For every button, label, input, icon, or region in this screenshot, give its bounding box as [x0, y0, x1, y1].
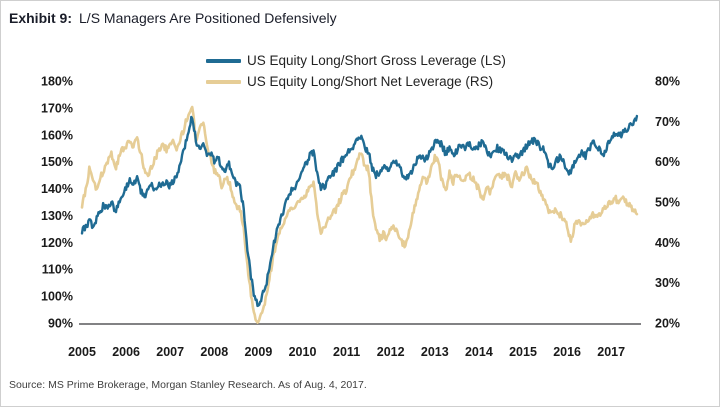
svg-text:160%: 160%	[41, 128, 73, 142]
svg-text:2017: 2017	[597, 345, 625, 359]
svg-text:2009: 2009	[244, 345, 272, 359]
svg-text:90%: 90%	[48, 317, 73, 331]
svg-text:2014: 2014	[465, 345, 493, 359]
legend-item-gross: US Equity Long/Short Gross Leverage (LS)	[206, 50, 506, 71]
svg-text:50%: 50%	[655, 196, 680, 210]
svg-text:2008: 2008	[200, 345, 228, 359]
svg-text:70%: 70%	[655, 115, 680, 129]
svg-text:130%: 130%	[41, 209, 73, 223]
chart-legend: US Equity Long/Short Gross Leverage (LS)…	[206, 50, 506, 92]
svg-text:2006: 2006	[112, 345, 140, 359]
legend-label-gross: US Equity Long/Short Gross Leverage (LS)	[247, 52, 506, 68]
page-title: Exhibit 9: L/S Managers Are Positioned De…	[9, 10, 337, 26]
svg-text:150%: 150%	[41, 155, 73, 169]
exhibit-label: Exhibit 9:	[9, 10, 73, 26]
svg-text:60%: 60%	[655, 155, 680, 169]
svg-text:170%: 170%	[41, 101, 73, 115]
svg-text:40%: 40%	[655, 236, 680, 250]
svg-text:2016: 2016	[553, 345, 581, 359]
svg-text:80%: 80%	[655, 75, 680, 89]
net-line-swatch	[206, 79, 241, 84]
source-note: Source: MS Prime Brokerage, Morgan Stanl…	[9, 379, 367, 391]
svg-text:20%: 20%	[655, 317, 680, 331]
svg-text:2015: 2015	[509, 345, 537, 359]
svg-text:140%: 140%	[41, 182, 73, 196]
svg-text:110%: 110%	[42, 263, 73, 277]
svg-text:30%: 30%	[655, 276, 680, 290]
legend-label-net: US Equity Long/Short Net Leverage (RS)	[247, 73, 494, 89]
svg-text:2007: 2007	[156, 345, 184, 359]
svg-text:180%: 180%	[41, 75, 73, 89]
gross-line-swatch	[206, 58, 241, 63]
svg-text:120%: 120%	[41, 236, 73, 250]
legend-item-net: US Equity Long/Short Net Leverage (RS)	[206, 71, 506, 92]
svg-text:2012: 2012	[377, 345, 405, 359]
svg-text:2005: 2005	[68, 345, 96, 359]
svg-text:2010: 2010	[289, 345, 317, 359]
svg-text:2013: 2013	[421, 345, 449, 359]
exhibit-title-text: L/S Managers Are Positioned Defensively	[79, 10, 337, 26]
svg-text:2011: 2011	[333, 345, 360, 359]
svg-text:100%: 100%	[41, 290, 73, 304]
